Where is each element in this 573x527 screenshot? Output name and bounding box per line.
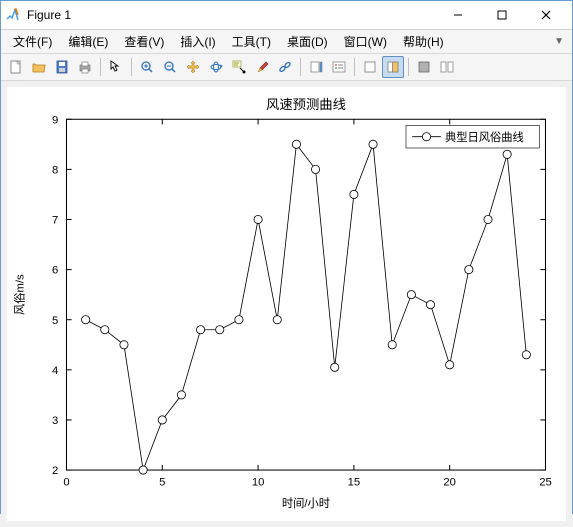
open-button[interactable]	[28, 56, 50, 78]
window-title: Figure 1	[27, 8, 436, 22]
axes[interactable]: 0 5 10 15 20 25 2 3 4 5 6 7 8 9 风速预测曲线时间/小时 风俗m/s 典型日风俗曲…	[7, 87, 566, 521]
pan-button[interactable]	[182, 56, 204, 78]
edit-plot-button[interactable]	[105, 56, 127, 78]
figure-canvas: 0 5 10 15 20 25 2 3 4 5 6 7 8 9 风速预测曲线时间/小时 风俗m/s 典型日风俗曲…	[1, 81, 572, 527]
svg-text:10: 10	[252, 476, 265, 488]
save-button[interactable]	[51, 56, 73, 78]
layout-single-button[interactable]	[413, 56, 435, 78]
brush-button[interactable]	[251, 56, 273, 78]
svg-text:2: 2	[52, 465, 58, 477]
menu-view[interactable]: 查看(V)	[116, 30, 172, 53]
matlab-icon	[5, 7, 21, 23]
svg-text:9: 9	[52, 114, 58, 126]
toolbar-separator	[354, 58, 355, 76]
svg-text:25: 25	[539, 476, 552, 488]
svg-text:0: 0	[63, 476, 69, 488]
svg-text:20: 20	[443, 476, 456, 488]
menubar: 文件(F) 编辑(E) 查看(V) 插入(I) 工具(T) 桌面(D) 窗口(W…	[1, 30, 572, 54]
new-figure-button[interactable]	[5, 56, 27, 78]
datacursor-button[interactable]	[228, 56, 250, 78]
menu-desktop[interactable]: 桌面(D)	[279, 30, 336, 53]
svg-text:7: 7	[52, 215, 58, 227]
dock-split-button[interactable]	[382, 56, 404, 78]
layout-multi-button[interactable]	[436, 56, 458, 78]
svg-text:15: 15	[348, 476, 361, 488]
titlebar: Figure 1	[1, 1, 572, 30]
toolbar-separator	[100, 58, 101, 76]
maximize-button[interactable]	[480, 1, 524, 29]
rotate3d-button[interactable]	[205, 56, 227, 78]
svg-text:风速预测曲线: 风速预测曲线	[266, 97, 346, 112]
link-button[interactable]	[274, 56, 296, 78]
toolbar-separator	[408, 58, 409, 76]
menu-help[interactable]: 帮助(H)	[395, 30, 452, 53]
svg-text:6: 6	[52, 265, 58, 277]
svg-text:8: 8	[52, 164, 58, 176]
menu-window[interactable]: 窗口(W)	[336, 30, 395, 53]
svg-text:典型日风俗曲线: 典型日风俗曲线	[445, 130, 524, 144]
menu-insert[interactable]: 插入(I)	[172, 30, 223, 53]
svg-text:5: 5	[52, 315, 58, 327]
minimize-button[interactable]	[436, 1, 480, 29]
colorbar-button[interactable]	[305, 56, 327, 78]
legend-button[interactable]	[328, 56, 350, 78]
window-controls	[436, 1, 568, 29]
menu-file[interactable]: 文件(F)	[5, 30, 60, 53]
figure-window: Figure 1 文件(F) 编辑(E) 查看(V) 插入(I) 工具(T) 桌…	[0, 0, 573, 514]
axes-container: 0 5 10 15 20 25 2 3 4 5 6 7 8 9 风速预测曲线时间/小时 风俗m/s 典型日风俗曲…	[7, 87, 566, 521]
menu-tools[interactable]: 工具(T)	[224, 30, 279, 53]
svg-text:3: 3	[52, 415, 58, 427]
menu-edit[interactable]: 编辑(E)	[60, 30, 116, 53]
svg-text:时间/小时: 时间/小时	[282, 497, 330, 510]
toolbar-separator	[131, 58, 132, 76]
close-button[interactable]	[524, 1, 568, 29]
menubar-overflow-icon[interactable]: ▼	[554, 36, 564, 47]
svg-text:风俗m/s: 风俗m/s	[13, 274, 26, 315]
svg-text:5: 5	[159, 476, 165, 488]
print-button[interactable]	[74, 56, 96, 78]
dock-single-button[interactable]	[359, 56, 381, 78]
toolbar	[1, 54, 572, 81]
zoom-in-button[interactable]	[136, 56, 158, 78]
svg-text:4: 4	[52, 365, 58, 377]
toolbar-separator	[300, 58, 301, 76]
zoom-out-button[interactable]	[159, 56, 181, 78]
